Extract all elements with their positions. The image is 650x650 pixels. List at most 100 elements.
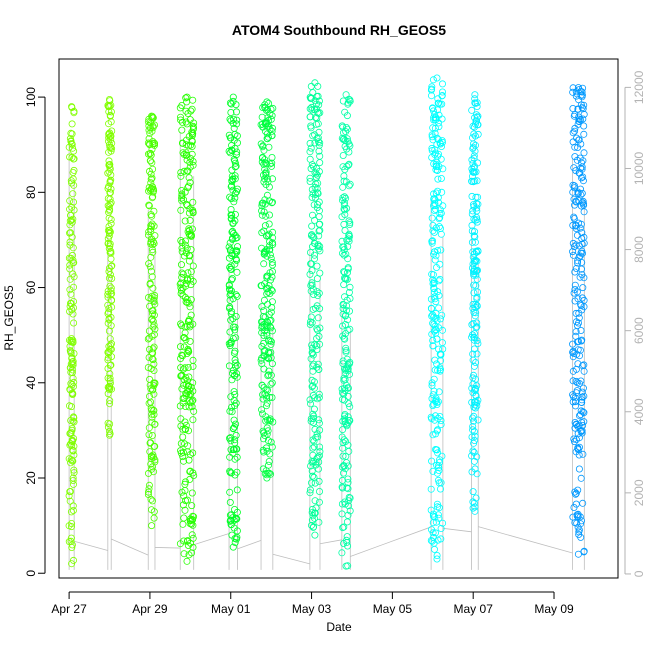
data-point [260, 339, 268, 347]
data-point [438, 452, 446, 460]
data-point [470, 439, 478, 447]
x-tick-label: May 05 [373, 602, 413, 616]
data-point [265, 197, 273, 205]
data-point [258, 410, 266, 418]
data-point [227, 290, 235, 298]
data-point [306, 113, 314, 121]
data-point [260, 296, 268, 304]
data-point [268, 379, 276, 387]
data-point [233, 268, 241, 276]
data-point [472, 309, 480, 317]
data-point [579, 173, 587, 181]
data-point [571, 285, 579, 293]
data-point [313, 334, 321, 342]
data-point [339, 129, 347, 137]
y-tick-label: 0 [24, 570, 38, 577]
data-point [144, 118, 152, 126]
data-point [146, 263, 154, 271]
data-point [571, 424, 579, 432]
data-point [339, 452, 347, 460]
data-point [343, 112, 351, 120]
data-point [104, 419, 112, 427]
data-point [263, 290, 271, 298]
data-point [105, 214, 113, 222]
y2-tick-label: 10000 [632, 151, 646, 185]
data-point [573, 288, 581, 296]
data-point [313, 395, 321, 403]
data-point [182, 421, 190, 429]
data-point [179, 453, 187, 461]
data-point [573, 387, 581, 395]
data-point [150, 382, 158, 390]
data-point [472, 256, 480, 264]
data-point [232, 234, 240, 242]
data-point [262, 212, 270, 220]
data-point [311, 183, 319, 191]
flight-series-10 [468, 91, 482, 515]
data-point [306, 177, 314, 185]
data-point-max [183, 93, 191, 101]
data-point [471, 114, 479, 122]
data-point [265, 457, 273, 465]
data-point [428, 83, 436, 91]
data-point [308, 344, 316, 352]
data-point [65, 492, 73, 500]
data-point [308, 103, 316, 111]
data-point [105, 316, 113, 324]
data-point [339, 304, 347, 312]
data-point [106, 370, 114, 378]
axes: Apr 27 Apr 29 May 01 May 03 May 05 May 07 May … [24, 70, 646, 615]
data-point [315, 518, 323, 526]
data-point [344, 326, 352, 334]
data-point [268, 132, 276, 140]
data-point [180, 167, 188, 175]
data-point [572, 448, 580, 456]
data-point [231, 194, 239, 202]
data-point [177, 206, 185, 214]
data-point [427, 506, 435, 514]
data-point [188, 105, 196, 113]
data-point [438, 339, 446, 347]
data-point [470, 267, 478, 275]
data-point [178, 273, 186, 281]
flight-series-8 [338, 91, 354, 570]
data-point [308, 266, 316, 274]
data-point [190, 407, 198, 415]
data-point [185, 174, 193, 182]
data-point [309, 362, 317, 370]
data-point [70, 556, 78, 564]
data-point [578, 265, 586, 273]
flight-series-7 [306, 79, 324, 539]
data-point [469, 374, 477, 382]
data-point [186, 158, 194, 166]
data-point [145, 202, 153, 210]
data-point [150, 379, 158, 387]
data-point [269, 418, 277, 426]
data-point [267, 340, 275, 348]
data-point [177, 172, 185, 180]
data-point [307, 144, 315, 152]
data-point [575, 526, 583, 534]
data-point [148, 145, 156, 153]
data-point [268, 360, 276, 368]
data-point [339, 97, 347, 105]
data-point [316, 426, 324, 434]
data-point [178, 194, 186, 202]
data-point [430, 375, 438, 383]
data-point [148, 413, 156, 421]
data-point [264, 355, 272, 363]
data-point [315, 232, 323, 240]
data-point [469, 248, 477, 256]
data-point [188, 138, 196, 146]
data-point [316, 247, 324, 255]
data-point [189, 122, 197, 130]
data-point [263, 160, 271, 168]
data-point [149, 307, 157, 315]
data-point [438, 80, 446, 88]
data-point [310, 394, 318, 402]
data-point [306, 139, 314, 147]
data-point [431, 397, 439, 405]
data-point [107, 199, 115, 207]
data-point [311, 97, 319, 105]
data-point [438, 88, 446, 96]
